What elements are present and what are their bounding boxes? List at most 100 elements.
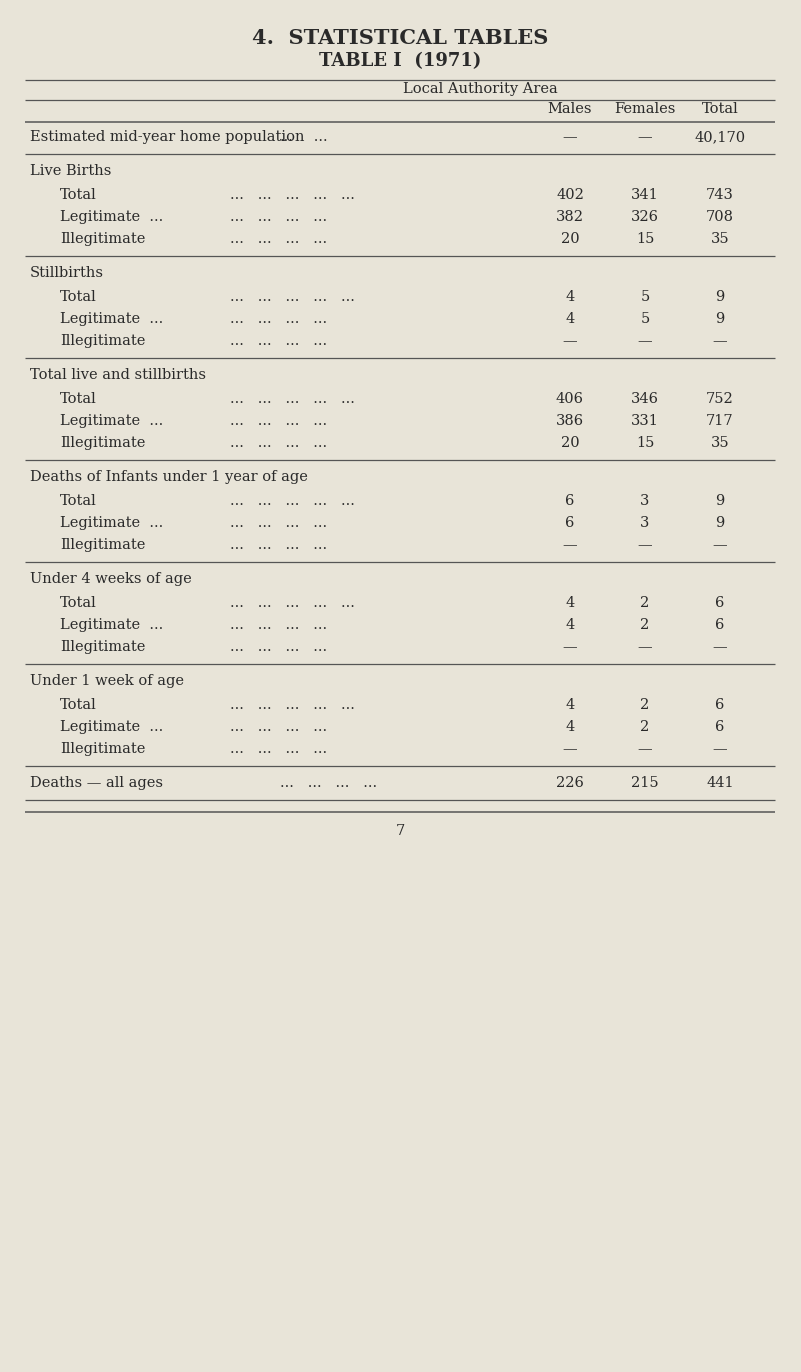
- Text: —: —: [562, 130, 578, 144]
- Text: 382: 382: [556, 210, 584, 224]
- Text: ...   ...   ...   ...: ... ... ... ...: [230, 742, 327, 756]
- Text: 15: 15: [636, 436, 654, 450]
- Text: 40,170: 40,170: [694, 130, 746, 144]
- Text: 9: 9: [715, 289, 725, 305]
- Text: 9: 9: [715, 311, 725, 327]
- Text: Illegitimate: Illegitimate: [60, 232, 145, 246]
- Text: Local Authority Area: Local Authority Area: [403, 82, 557, 96]
- Text: 20: 20: [561, 436, 579, 450]
- Text: —: —: [713, 538, 727, 552]
- Text: 406: 406: [556, 392, 584, 406]
- Text: Legitimate  ...: Legitimate ...: [60, 210, 163, 224]
- Text: Stillbirths: Stillbirths: [30, 266, 104, 280]
- Text: ...   ...   ...   ...: ... ... ... ...: [230, 210, 327, 224]
- Text: 326: 326: [631, 210, 659, 224]
- Text: 2: 2: [640, 595, 650, 611]
- Text: ...   ...   ...   ...   ...: ... ... ... ... ...: [230, 494, 355, 508]
- Text: 35: 35: [710, 436, 730, 450]
- Text: Estimated mid-year home population  ...: Estimated mid-year home population ...: [30, 130, 328, 144]
- Text: 441: 441: [706, 777, 734, 790]
- Text: 4: 4: [566, 595, 574, 611]
- Text: 2: 2: [640, 720, 650, 734]
- Text: 717: 717: [706, 414, 734, 428]
- Text: 6: 6: [715, 595, 725, 611]
- Text: 5: 5: [640, 311, 650, 327]
- Text: 402: 402: [556, 188, 584, 202]
- Text: —: —: [562, 538, 578, 552]
- Text: ...   ...   ...   ...: ... ... ... ...: [230, 414, 327, 428]
- Text: Under 1 week of age: Under 1 week of age: [30, 674, 184, 687]
- Text: Live Births: Live Births: [30, 165, 111, 178]
- Text: Total live and stillbirths: Total live and stillbirths: [30, 368, 206, 381]
- Text: —: —: [638, 333, 652, 348]
- Text: ...   ...   ...   ...: ... ... ... ...: [230, 516, 327, 530]
- Text: ...   ...   ...   ...: ... ... ... ...: [280, 777, 377, 790]
- Text: Females: Females: [614, 102, 676, 117]
- Text: Illegitimate: Illegitimate: [60, 538, 145, 552]
- Text: ...   ...   ...   ...: ... ... ... ...: [230, 538, 327, 552]
- Text: ...   ...   ...   ...: ... ... ... ...: [230, 639, 327, 654]
- Text: —: —: [638, 639, 652, 654]
- Text: 386: 386: [556, 414, 584, 428]
- Text: ...   ...   ...   ...: ... ... ... ...: [230, 232, 327, 246]
- Text: Deaths of Infants under 1 year of age: Deaths of Infants under 1 year of age: [30, 471, 308, 484]
- Text: Legitimate  ...: Legitimate ...: [60, 414, 163, 428]
- Text: 2: 2: [640, 698, 650, 712]
- Text: 2: 2: [640, 617, 650, 632]
- Text: 5: 5: [640, 289, 650, 305]
- Text: Deaths — all ages: Deaths — all ages: [30, 777, 163, 790]
- Text: 4: 4: [566, 617, 574, 632]
- Text: —: —: [638, 742, 652, 756]
- Text: Illegitimate: Illegitimate: [60, 333, 145, 348]
- Text: ...   ...   ...   ...   ...: ... ... ... ... ...: [230, 698, 355, 712]
- Text: 341: 341: [631, 188, 659, 202]
- Text: Total: Total: [60, 494, 97, 508]
- Text: 6: 6: [715, 698, 725, 712]
- Text: Total: Total: [60, 392, 97, 406]
- Text: ...   ...   ...   ...: ... ... ... ...: [230, 436, 327, 450]
- Text: ...   ...   ...   ...: ... ... ... ...: [230, 617, 327, 632]
- Text: Legitimate  ...: Legitimate ...: [60, 617, 163, 632]
- Text: Legitimate  ...: Legitimate ...: [60, 516, 163, 530]
- Text: 3: 3: [640, 516, 650, 530]
- Text: 6: 6: [715, 617, 725, 632]
- Text: —: —: [562, 742, 578, 756]
- Text: 708: 708: [706, 210, 734, 224]
- Text: 752: 752: [706, 392, 734, 406]
- Text: 743: 743: [706, 188, 734, 202]
- Text: —: —: [638, 130, 652, 144]
- Text: 6: 6: [566, 516, 574, 530]
- Text: Under 4 weeks of age: Under 4 weeks of age: [30, 572, 191, 586]
- Text: Males: Males: [548, 102, 592, 117]
- Text: Illegitimate: Illegitimate: [60, 742, 145, 756]
- Text: —: —: [562, 333, 578, 348]
- Text: 4: 4: [566, 720, 574, 734]
- Text: —: —: [562, 639, 578, 654]
- Text: 226: 226: [556, 777, 584, 790]
- Text: TABLE I  (1971): TABLE I (1971): [320, 52, 481, 70]
- Text: ...   ...   ...   ...   ...: ... ... ... ... ...: [230, 188, 355, 202]
- Text: 15: 15: [636, 232, 654, 246]
- Text: 6: 6: [566, 494, 574, 508]
- Text: 331: 331: [631, 414, 659, 428]
- Text: ...   ...   ...   ...   ...: ... ... ... ... ...: [230, 289, 355, 305]
- Text: 20: 20: [561, 232, 579, 246]
- Text: 4: 4: [566, 289, 574, 305]
- Text: Illegitimate: Illegitimate: [60, 639, 145, 654]
- Text: 7: 7: [396, 825, 405, 838]
- Text: —: —: [638, 538, 652, 552]
- Text: Total: Total: [60, 595, 97, 611]
- Text: Total: Total: [702, 102, 739, 117]
- Text: 346: 346: [631, 392, 659, 406]
- Text: Total: Total: [60, 289, 97, 305]
- Text: ...   ...   ...   ...: ... ... ... ...: [230, 720, 327, 734]
- Text: 4: 4: [566, 311, 574, 327]
- Text: 4.  STATISTICAL TABLES: 4. STATISTICAL TABLES: [252, 27, 549, 48]
- Text: 6: 6: [715, 720, 725, 734]
- Text: —: —: [713, 742, 727, 756]
- Text: 35: 35: [710, 232, 730, 246]
- Text: Total: Total: [60, 698, 97, 712]
- Text: 3: 3: [640, 494, 650, 508]
- Text: ...   ...   ...   ...: ... ... ... ...: [230, 333, 327, 348]
- Text: ...   ...   ...   ...   ...: ... ... ... ... ...: [230, 392, 355, 406]
